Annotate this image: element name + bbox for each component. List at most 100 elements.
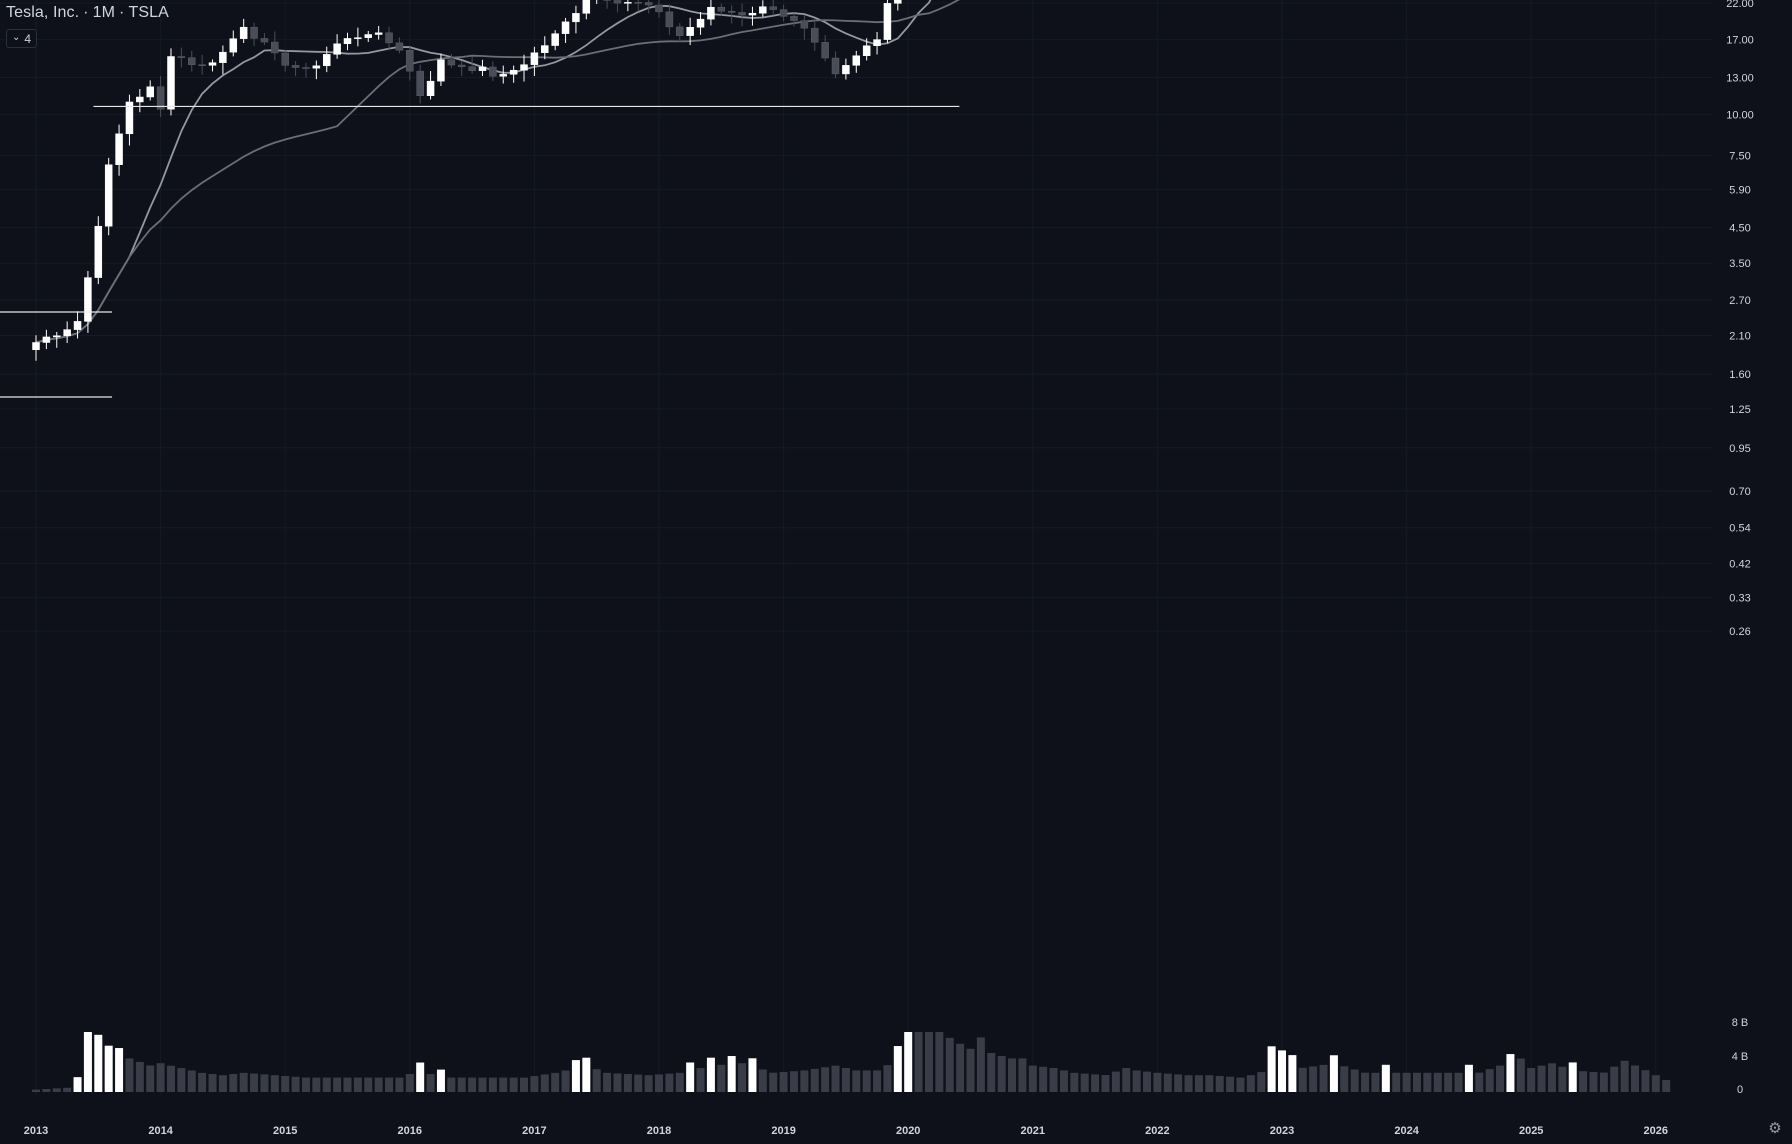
volume-bar bbox=[540, 1074, 549, 1092]
price-tick-label: 17.00 bbox=[1726, 35, 1754, 47]
symbol-legend[interactable]: Tesla, Inc. · 1M · TSLA bbox=[6, 4, 169, 21]
volume-bar bbox=[52, 1088, 61, 1092]
candle-body bbox=[406, 49, 414, 72]
volume-bar bbox=[655, 1074, 663, 1092]
candle-body bbox=[821, 42, 829, 59]
volume-bar bbox=[1402, 1072, 1411, 1092]
candle-body bbox=[260, 38, 269, 43]
price-tick-label: 2.10 bbox=[1729, 331, 1750, 343]
volume-bar bbox=[1516, 1058, 1525, 1092]
candle-body bbox=[447, 59, 456, 66]
candle-body bbox=[779, 9, 788, 17]
volume-bar bbox=[1143, 1071, 1152, 1092]
volume-bar bbox=[1662, 1080, 1671, 1092]
volume-bar bbox=[198, 1072, 207, 1092]
volume-bar bbox=[644, 1075, 653, 1092]
volume-bar bbox=[1091, 1074, 1100, 1092]
volume-bar bbox=[789, 1071, 798, 1092]
volume-bar bbox=[1433, 1072, 1442, 1092]
candle-body bbox=[634, 2, 642, 4]
volume-bar bbox=[748, 1058, 757, 1092]
gear-icon[interactable]: ⚙ bbox=[1768, 1120, 1782, 1137]
volume-bar bbox=[852, 1070, 861, 1092]
candle-body bbox=[32, 342, 40, 351]
volume-bar bbox=[1184, 1075, 1193, 1092]
candle-body bbox=[707, 6, 715, 20]
price-tick-label: 0.70 bbox=[1729, 486, 1750, 498]
candle-body bbox=[167, 56, 175, 110]
candle-body bbox=[489, 66, 497, 77]
volume-bar bbox=[260, 1074, 269, 1092]
price-tick-label: 3.50 bbox=[1729, 258, 1750, 270]
volume-bar bbox=[1454, 1072, 1463, 1092]
candle-body bbox=[322, 54, 331, 67]
volume-bar bbox=[1153, 1072, 1162, 1092]
volume-bar bbox=[239, 1072, 248, 1092]
volume-bar bbox=[135, 1061, 144, 1092]
candle-body bbox=[94, 225, 103, 278]
volume-bar bbox=[509, 1077, 518, 1092]
volume-bar bbox=[478, 1077, 487, 1092]
volume-bar bbox=[353, 1077, 362, 1092]
volume-bar bbox=[364, 1077, 373, 1092]
volume-bar bbox=[104, 1045, 113, 1092]
volume-bar bbox=[1350, 1069, 1359, 1092]
volume-bar bbox=[520, 1077, 529, 1092]
volume-bar bbox=[561, 1070, 570, 1092]
candle-body bbox=[665, 11, 674, 28]
price-tick-label: 13.00 bbox=[1726, 73, 1754, 85]
candle-body bbox=[188, 57, 196, 65]
volume-bar bbox=[1111, 1071, 1120, 1092]
volume-bar bbox=[810, 1068, 819, 1092]
candle-body bbox=[894, 0, 902, 4]
volume-bar bbox=[166, 1065, 175, 1092]
volume-bar bbox=[1309, 1066, 1318, 1092]
candle-body bbox=[842, 65, 850, 75]
volume-bar bbox=[738, 1063, 747, 1092]
symbol-name: Tesla, Inc. bbox=[6, 4, 80, 21]
volume-tick-label: 0 bbox=[1737, 1084, 1743, 1096]
volume-bar bbox=[800, 1070, 809, 1092]
volume-bar bbox=[1132, 1070, 1141, 1092]
candle-body bbox=[333, 43, 341, 55]
volume-tick-label: 4 B bbox=[1732, 1051, 1749, 1063]
time-axis: 2013 2014 2015 2016 2017 2018 2019 2020 2021 2022… bbox=[24, 1125, 1668, 1137]
chevron-down-icon: ⌄ bbox=[12, 32, 21, 43]
price-tick-label: 1.25 bbox=[1729, 404, 1750, 416]
candle-body bbox=[717, 6, 726, 12]
volume-bar bbox=[1371, 1072, 1380, 1092]
candle-body bbox=[73, 321, 82, 330]
volume-bar bbox=[935, 1032, 944, 1092]
candle-body bbox=[748, 12, 757, 16]
volume-bar bbox=[73, 1077, 82, 1092]
candle-body bbox=[104, 164, 113, 227]
candle-body bbox=[250, 26, 258, 39]
candle-body bbox=[530, 52, 539, 65]
volume-bar bbox=[1288, 1055, 1297, 1092]
candlesticks bbox=[32, 0, 902, 361]
price-tick-label: 0.42 bbox=[1729, 558, 1750, 570]
candle-body bbox=[686, 27, 694, 36]
time-tick-label: 2022 bbox=[1145, 1125, 1169, 1137]
volume-bar bbox=[208, 1074, 217, 1092]
volume-axis: 8 B 4 B 0 bbox=[1732, 1017, 1749, 1096]
indicators-toggle-button[interactable]: ⌄ 4 bbox=[6, 29, 38, 48]
moving-averages bbox=[35, 0, 960, 344]
time-tick-label: 2018 bbox=[647, 1125, 671, 1137]
volume-bar bbox=[779, 1072, 788, 1092]
volume-bar bbox=[436, 1069, 445, 1092]
candle-body bbox=[457, 64, 466, 67]
price-tick-label: 7.50 bbox=[1729, 150, 1750, 162]
price-tick-label: 1.60 bbox=[1729, 369, 1750, 381]
time-tick-label: 2023 bbox=[1270, 1125, 1294, 1137]
time-tick-label: 2020 bbox=[896, 1125, 920, 1137]
volume-bar bbox=[1008, 1058, 1017, 1092]
volume-bar bbox=[1651, 1075, 1660, 1092]
volume-bar bbox=[322, 1077, 331, 1092]
candle-body bbox=[551, 33, 559, 46]
volume-bar bbox=[1226, 1076, 1235, 1092]
volume-bar bbox=[1174, 1074, 1183, 1092]
volume-bar bbox=[468, 1077, 477, 1092]
candle-body bbox=[655, 4, 663, 13]
